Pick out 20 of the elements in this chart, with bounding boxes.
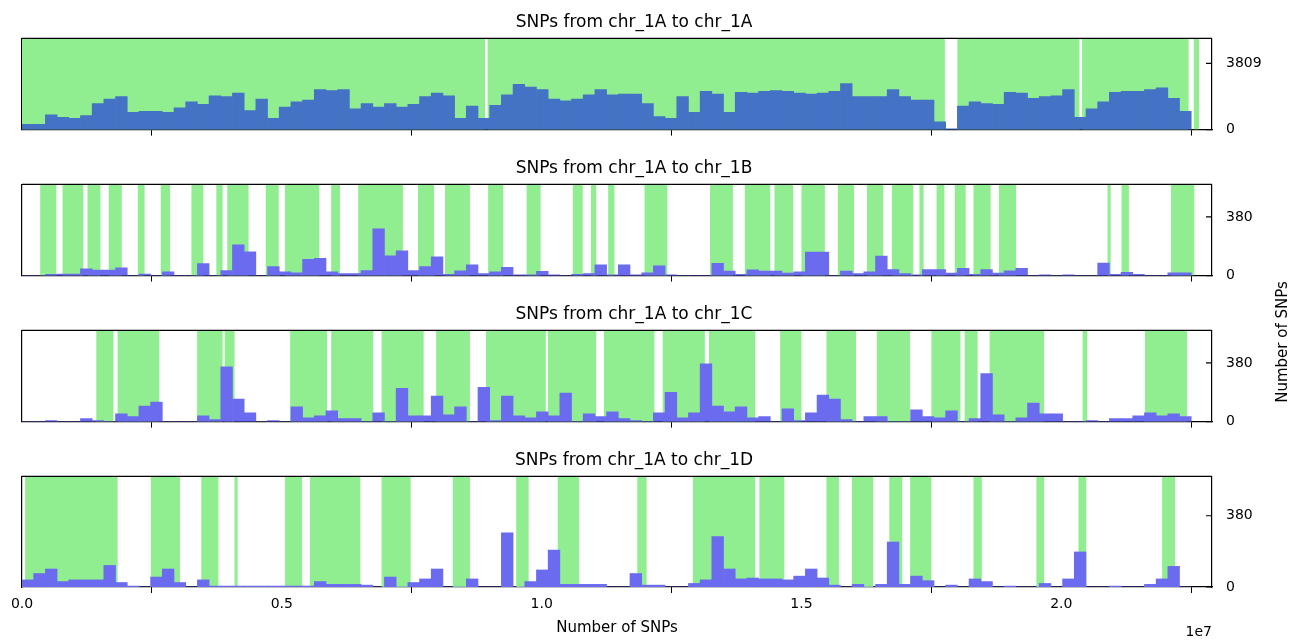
text: 1e7 bbox=[1185, 622, 1212, 639]
chart-title: SNPs from chr_1A to chr_1B bbox=[515, 156, 753, 178]
x-tick-label: 1.5 bbox=[790, 594, 813, 611]
y2-tick-label: 3809 bbox=[1226, 54, 1262, 71]
y2-tick-label: 0 bbox=[1226, 577, 1235, 594]
x-tick-label: 1.0 bbox=[530, 594, 553, 611]
x-tick-label: 0.5 bbox=[270, 594, 293, 611]
chart-title: SNPs from chr_1A to chr_1C bbox=[515, 302, 753, 324]
y2-tick-label: 380 bbox=[1226, 506, 1253, 523]
y2-tick-label: 380 bbox=[1226, 207, 1253, 224]
x-tick-label: 2.0 bbox=[1050, 594, 1073, 611]
y2-tick-label: 0 bbox=[1226, 120, 1235, 137]
y2-tick-label: 0 bbox=[1226, 266, 1235, 283]
y2-tick-label: 0 bbox=[1226, 412, 1235, 429]
y2-tick-label: 380 bbox=[1226, 353, 1253, 370]
x-axis-title: Number of SNPs bbox=[556, 617, 678, 636]
x-tick-label: 0.0 bbox=[10, 594, 34, 611]
chart-title: SNPs from chr_1A to chr_1D bbox=[514, 448, 754, 470]
y2-axis-title: Number of SNPs bbox=[1273, 281, 1291, 403]
chart-title: SNPs from chr_1A to chr_1A bbox=[515, 10, 753, 32]
